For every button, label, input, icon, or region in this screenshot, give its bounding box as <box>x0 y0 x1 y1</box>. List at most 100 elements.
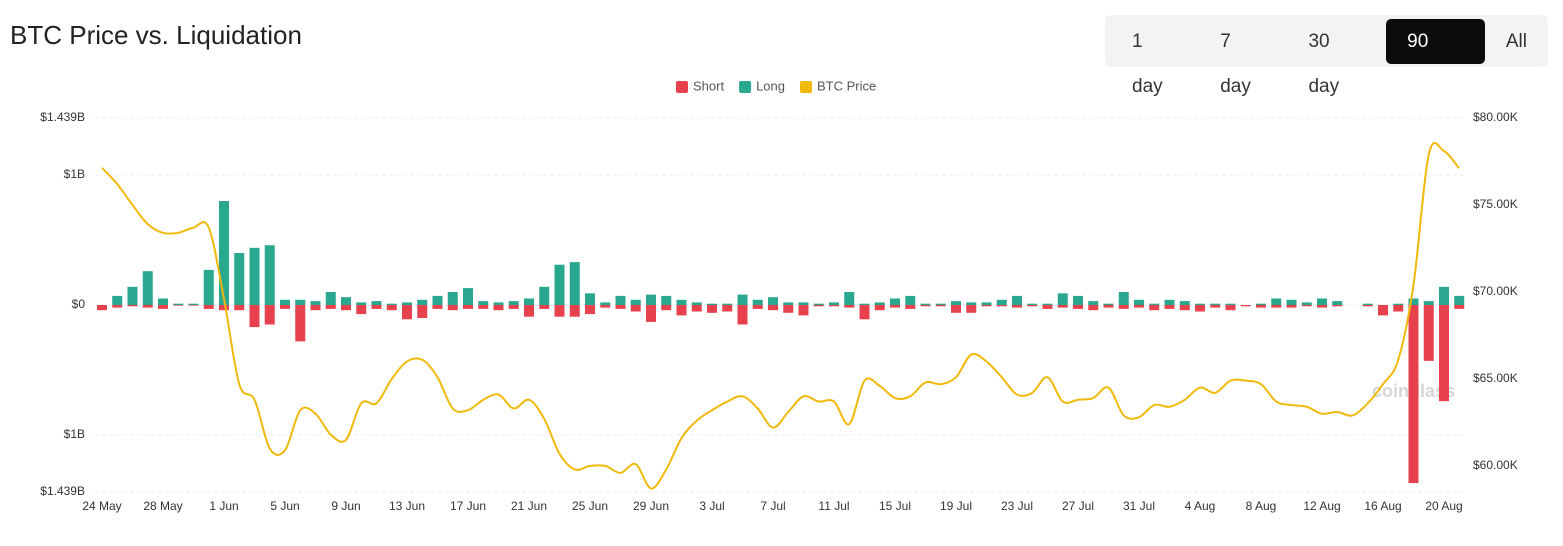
bar <box>1042 305 1053 309</box>
bar <box>447 292 458 305</box>
x-tick-label: 11 Jul <box>818 499 849 513</box>
x-tick-label: 1 Jun <box>209 499 238 513</box>
bar <box>1378 305 1388 316</box>
bar <box>676 299 687 305</box>
bar <box>737 294 748 305</box>
bar <box>1301 302 1312 305</box>
bar <box>1362 305 1373 307</box>
bar <box>264 305 275 325</box>
bar <box>722 303 733 305</box>
bar <box>1134 305 1144 308</box>
range-tab[interactable]: All <box>1505 30 1527 52</box>
x-tick-label: 20 Aug <box>1425 499 1462 513</box>
bar <box>874 305 885 311</box>
bar <box>1332 305 1343 307</box>
bar <box>112 305 123 308</box>
bar <box>859 303 870 305</box>
x-tick-label: 17 Jun <box>450 499 486 513</box>
bar <box>1271 298 1282 305</box>
x-tick-label: 28 May <box>143 499 182 513</box>
bar <box>1073 295 1083 305</box>
bar <box>1149 303 1160 305</box>
bar <box>676 305 687 316</box>
bar <box>966 305 977 313</box>
legend-label: Long <box>756 78 785 93</box>
bar <box>798 305 809 316</box>
legend-label: Short <box>693 78 724 93</box>
bar <box>966 302 977 305</box>
bar <box>722 305 733 312</box>
y-tick-label: $1B <box>64 167 85 181</box>
bar <box>1164 299 1175 305</box>
bar <box>295 305 306 342</box>
bar <box>1423 301 1434 305</box>
bar <box>585 305 595 315</box>
bar <box>1012 295 1022 305</box>
bar <box>386 305 397 311</box>
bar <box>173 305 184 306</box>
bar <box>508 301 519 305</box>
bar <box>310 301 321 305</box>
bar <box>1027 305 1038 307</box>
bar <box>630 299 641 305</box>
x-tick-label: 5 Jun <box>270 499 299 513</box>
bar <box>127 286 138 305</box>
bar <box>142 271 153 305</box>
bar <box>661 295 672 305</box>
range-tab[interactable]: 1 day <box>1132 30 1163 97</box>
bar <box>417 299 428 305</box>
x-tick-label: 8 Aug <box>1246 499 1277 513</box>
bar <box>1362 303 1373 305</box>
bar <box>920 303 931 305</box>
bar <box>371 305 382 309</box>
bar <box>493 302 504 305</box>
bar <box>508 305 519 309</box>
bar <box>844 305 855 308</box>
bar <box>569 305 580 317</box>
bar <box>341 297 351 305</box>
bar <box>1286 299 1297 305</box>
bar <box>173 303 184 305</box>
bar <box>1118 292 1129 305</box>
bar <box>1301 305 1312 307</box>
y2-tick-label: $75.00K <box>1473 197 1518 211</box>
bar <box>737 305 748 325</box>
bar <box>646 294 656 305</box>
bar <box>569 262 580 305</box>
bar <box>112 295 123 305</box>
bar <box>524 298 534 305</box>
range-tab[interactable]: 90 day <box>1386 18 1485 97</box>
bar <box>371 301 382 305</box>
bar <box>1118 305 1129 309</box>
legend-swatch <box>800 81 812 93</box>
bar <box>920 305 931 307</box>
bar <box>707 305 717 313</box>
bar <box>981 305 992 307</box>
bar <box>402 302 412 305</box>
bar <box>905 305 916 309</box>
bar <box>1057 293 1068 305</box>
bar <box>1240 305 1251 307</box>
bar <box>325 292 336 305</box>
range-tab[interactable]: 7 day <box>1220 30 1251 97</box>
bar <box>1439 286 1449 305</box>
bar <box>249 305 260 328</box>
bar <box>478 301 489 305</box>
bar <box>1454 295 1465 305</box>
bar <box>325 305 336 309</box>
range-tab[interactable]: 30 day <box>1308 30 1340 97</box>
bar <box>1423 305 1434 361</box>
legend-label: BTC Price <box>817 78 876 93</box>
bar <box>1332 301 1343 305</box>
bar <box>1103 303 1114 305</box>
bar <box>996 305 1007 307</box>
bar <box>127 305 138 307</box>
bar <box>1195 303 1205 305</box>
x-tick-label: 23 Jul <box>1001 499 1033 513</box>
price-line <box>101 142 1461 490</box>
bar <box>356 305 367 315</box>
bar <box>234 253 245 305</box>
bar <box>1012 305 1022 308</box>
bar <box>905 295 916 305</box>
